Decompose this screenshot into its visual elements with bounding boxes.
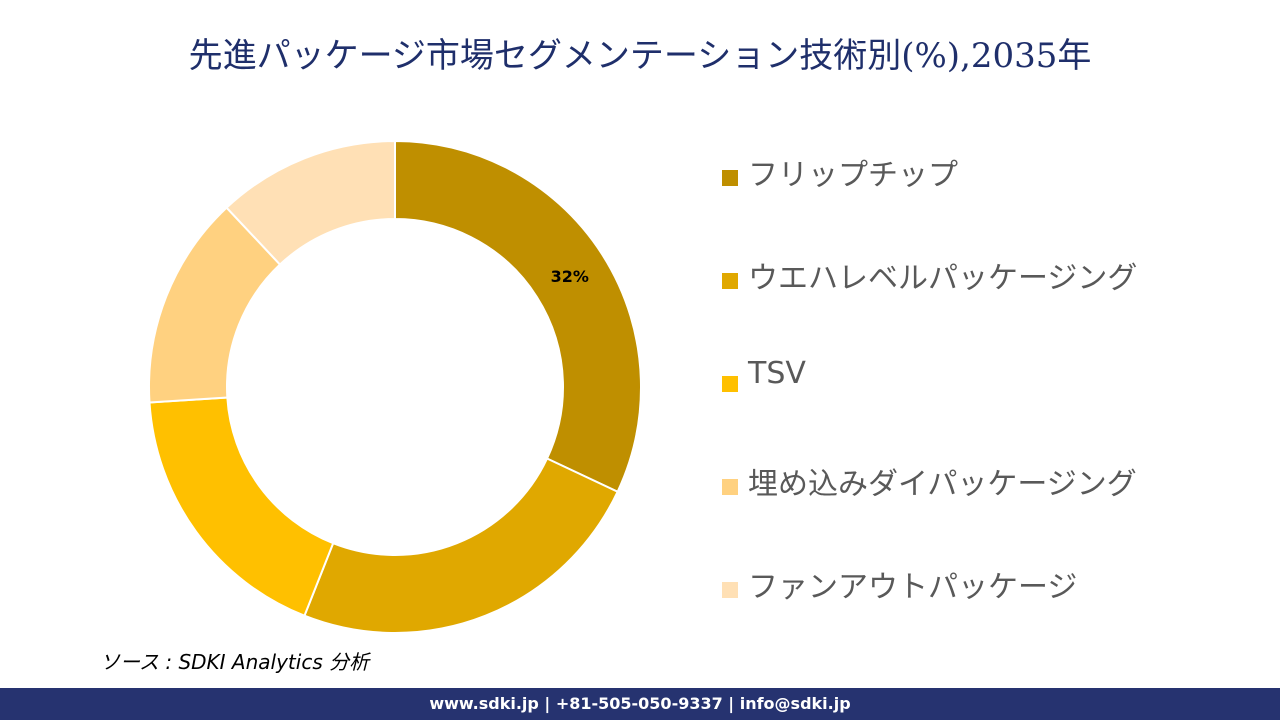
donut-slice: [394, 139, 642, 494]
legend-swatch: [722, 273, 738, 289]
donut-chart: 32%: [148, 139, 642, 634]
legend-item: 埋め込みダイパッケージング: [722, 459, 1137, 562]
data-label: 32%: [551, 267, 589, 286]
source-note: ソース : SDKI Analytics 分析: [100, 650, 370, 674]
legend-item: ファンアウトパッケージ: [722, 562, 1137, 665]
footer-contact: www.sdki.jp | +81-505-050-9337 | info@sd…: [429, 694, 851, 713]
legend: フリップチップウエハレベルパッケージング TSV 埋め込みダイパッケージング ファンア…: [722, 150, 1137, 665]
donut-slice: [303, 457, 619, 634]
donut-slice: [148, 396, 335, 618]
legend-label: ウエハレベルパッケージング: [748, 261, 1138, 296]
legend-label: 埋め込みダイパッケージング: [748, 467, 1137, 502]
legend-label: ファンアウトパッケージ: [748, 570, 1078, 605]
legend-item: フリップチップ: [722, 150, 1137, 253]
legend-swatch: [722, 376, 738, 392]
legend-swatch: [722, 170, 738, 186]
footer-bar: www.sdki.jp | +81-505-050-9337 | info@sd…: [0, 688, 1280, 720]
legend-item: ウエハレベルパッケージング: [722, 253, 1137, 356]
legend-label: フリップチップ: [748, 158, 958, 193]
legend-swatch: [722, 582, 738, 598]
donut-slice: [225, 139, 396, 266]
legend-label: TSV: [748, 356, 806, 391]
legend-swatch: [722, 479, 738, 495]
legend-item: TSV: [722, 356, 1137, 459]
chart-title: 先進パッケージ市場セグメンテーション技術別(%),2035年: [188, 36, 1092, 76]
